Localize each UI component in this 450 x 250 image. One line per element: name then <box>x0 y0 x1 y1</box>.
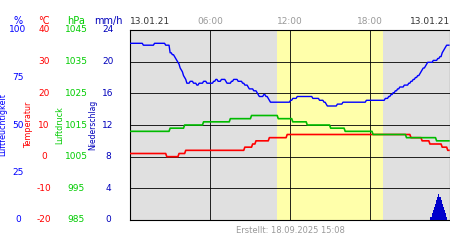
Text: Temperatur: Temperatur <box>24 102 33 148</box>
Bar <box>433 210 434 220</box>
Text: °C: °C <box>38 16 50 26</box>
Bar <box>436 200 437 220</box>
Bar <box>446 217 447 220</box>
Text: hPa: hPa <box>68 16 86 26</box>
Text: 985: 985 <box>68 216 85 224</box>
Text: 8: 8 <box>105 152 111 161</box>
Bar <box>443 207 444 220</box>
Text: -10: -10 <box>37 184 51 193</box>
Text: 13.01.21: 13.01.21 <box>410 17 450 26</box>
Text: Luftdruck: Luftdruck <box>55 106 64 144</box>
Bar <box>435 204 436 220</box>
Text: %: % <box>14 16 22 26</box>
Text: 13.01.21: 13.01.21 <box>130 17 170 26</box>
Bar <box>438 194 439 220</box>
Text: 18:00: 18:00 <box>357 17 383 26</box>
Bar <box>434 207 435 220</box>
Text: 0: 0 <box>41 152 47 161</box>
Text: 0: 0 <box>105 216 111 224</box>
Text: 1015: 1015 <box>65 120 88 130</box>
Text: 06:00: 06:00 <box>197 17 223 26</box>
Bar <box>445 214 446 220</box>
Bar <box>277 30 383 220</box>
Text: 0: 0 <box>15 216 21 224</box>
Text: 1045: 1045 <box>65 26 88 35</box>
Text: Niederschlag: Niederschlag <box>89 100 98 150</box>
Bar <box>439 197 441 220</box>
Text: 1005: 1005 <box>65 152 88 161</box>
Text: mm/h: mm/h <box>94 16 122 26</box>
Text: 50: 50 <box>12 120 24 130</box>
Text: -20: -20 <box>37 216 51 224</box>
Text: 16: 16 <box>102 89 114 98</box>
Text: 1025: 1025 <box>65 89 88 98</box>
Text: 100: 100 <box>9 26 27 35</box>
Text: 40: 40 <box>38 26 50 35</box>
Text: 12: 12 <box>102 120 114 130</box>
Text: 25: 25 <box>12 168 24 177</box>
Text: 30: 30 <box>38 57 50 66</box>
Bar <box>444 210 445 220</box>
Text: 75: 75 <box>12 73 24 82</box>
Text: 12:00: 12:00 <box>277 17 303 26</box>
Bar <box>432 214 433 220</box>
Text: 4: 4 <box>105 184 111 193</box>
Text: Luftfeuchtigkeit: Luftfeuchtigkeit <box>0 94 7 156</box>
Bar <box>437 197 438 220</box>
Text: 995: 995 <box>68 184 85 193</box>
Text: Erstellt: 18.09.2025 15:08: Erstellt: 18.09.2025 15:08 <box>235 226 344 235</box>
Bar <box>431 217 432 220</box>
Text: 1035: 1035 <box>65 57 88 66</box>
Text: 20: 20 <box>38 89 50 98</box>
Text: 10: 10 <box>38 120 50 130</box>
Text: 20: 20 <box>102 57 114 66</box>
Bar <box>441 204 443 220</box>
Text: 24: 24 <box>103 26 113 35</box>
